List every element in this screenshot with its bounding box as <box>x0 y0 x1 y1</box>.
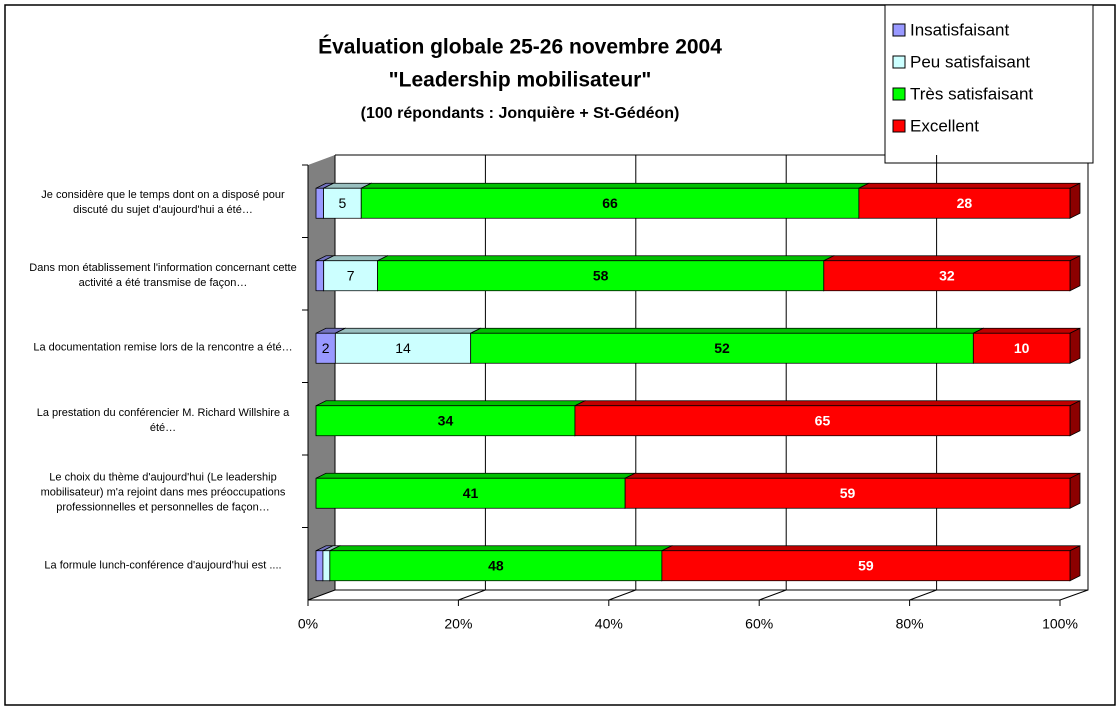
data-label: 32 <box>939 267 955 283</box>
x-tick-label: 80% <box>896 616 924 632</box>
bar-face <box>823 255 1081 262</box>
y-tick-label: Je considère que le temps dont on a disp… <box>41 189 285 217</box>
bar <box>574 400 1081 437</box>
chart-title: Évaluation globale 25-26 novembre 2004 <box>318 36 722 59</box>
bar-face <box>377 255 834 262</box>
bar-face <box>315 260 325 292</box>
legend-swatch <box>892 87 906 101</box>
x-tick-label: 0% <box>298 616 318 632</box>
bar-face <box>1069 255 1081 292</box>
data-label: 66 <box>602 195 618 211</box>
bar-face <box>858 182 1081 189</box>
bar-face <box>661 545 1081 552</box>
bar <box>972 327 1081 364</box>
grid-floor <box>909 589 937 601</box>
data-label: 2 <box>322 340 330 356</box>
grid-floor <box>608 589 636 601</box>
bar-face <box>858 187 1071 219</box>
data-label: 48 <box>488 557 504 573</box>
data-label: 14 <box>395 340 411 356</box>
x-tick-label: 60% <box>745 616 773 632</box>
legend <box>884 4 1094 164</box>
bar-face <box>823 260 1071 292</box>
data-label: 52 <box>714 340 730 356</box>
side-wall <box>308 155 335 600</box>
data-label: 59 <box>858 557 874 573</box>
data-label: 28 <box>957 195 973 211</box>
legend-label: Peu satisfaisant <box>910 52 1030 71</box>
data-label: 59 <box>840 485 856 501</box>
data-label: 41 <box>463 485 479 501</box>
data-label: 34 <box>438 412 454 428</box>
legend-label: Excellent <box>910 116 979 135</box>
legend-swatch <box>892 119 906 133</box>
bar-face <box>1069 182 1081 219</box>
bar-face <box>1069 327 1081 364</box>
bar-face <box>1069 545 1081 582</box>
data-label: 58 <box>593 267 609 283</box>
bar-face <box>574 405 1071 437</box>
bar-face <box>315 400 586 407</box>
bar <box>315 400 586 437</box>
bar <box>823 255 1081 292</box>
data-label: 10 <box>1014 340 1030 356</box>
x-tick-label: 100% <box>1042 616 1078 632</box>
floor-edge <box>307 589 336 601</box>
bar-face <box>1069 472 1081 509</box>
x-tick-label: 20% <box>444 616 472 632</box>
bar <box>315 472 636 509</box>
legend-label: Insatisfaisant <box>910 20 1009 39</box>
x-tick-label: 40% <box>595 616 623 632</box>
chart-subtitle: "Leadership mobilisateur" <box>389 69 652 92</box>
bar-face <box>322 550 331 582</box>
data-label: 65 <box>815 412 831 428</box>
bar <box>858 182 1081 219</box>
bar-face <box>470 327 984 334</box>
bar-face <box>315 187 324 219</box>
bar-face <box>323 255 388 262</box>
y-tick-label: La formule lunch-conférence d'aujourd'hu… <box>44 559 282 572</box>
bar-face <box>574 400 1081 407</box>
bar-face <box>361 182 870 189</box>
bar-face <box>624 472 1081 479</box>
bar-face <box>315 472 636 479</box>
grid-floor <box>759 589 787 601</box>
grid-floor <box>458 589 486 601</box>
bar-face <box>972 332 1071 364</box>
y-tick-label: Dans mon établissement l'information con… <box>29 261 297 289</box>
legend-swatch <box>892 55 906 69</box>
chart-note: (100 répondants : Jonquière + St-Gédéon) <box>361 105 680 122</box>
bar-face <box>973 327 1081 334</box>
y-tick-label: La documentation remise lors de la renco… <box>33 341 293 354</box>
data-label: 5 <box>338 195 346 211</box>
legend-swatch <box>892 23 906 37</box>
y-tick-label: La prestation du conférencier M. Richard… <box>36 406 290 434</box>
y-tick-label: Le choix du thème d'aujourd'hui (Le lead… <box>40 471 286 514</box>
bar-face <box>1069 400 1081 437</box>
legend-label: Très satisfaisant <box>910 84 1033 103</box>
bar-face <box>335 327 481 334</box>
bar-face <box>624 477 1071 509</box>
bar <box>624 472 1081 509</box>
bar-face <box>661 550 1071 582</box>
bar-face <box>329 545 673 552</box>
bar-face <box>315 550 324 582</box>
data-label: 7 <box>347 267 355 283</box>
bar <box>661 545 1081 582</box>
plot-frame <box>335 154 1089 601</box>
